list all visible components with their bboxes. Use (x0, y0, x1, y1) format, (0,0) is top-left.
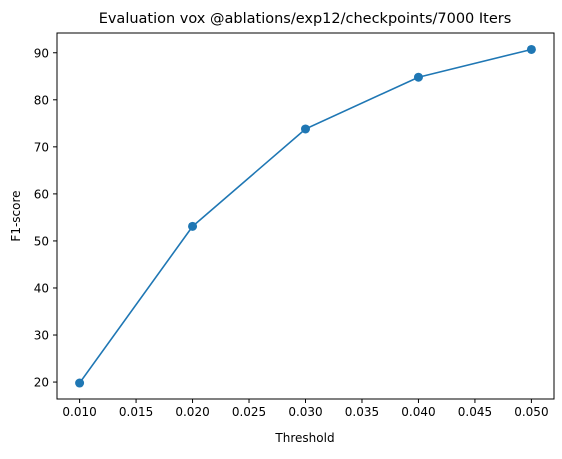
y-tick-label: 40 (34, 281, 49, 295)
y-tick-label: 90 (34, 46, 49, 60)
x-axis: 0.010 0.015 0.020 0.025 0.030 0.035 0.040 0.045… (62, 399, 549, 419)
y-axis-label: F1-score (9, 190, 23, 241)
x-tick-label: 0.040 (401, 405, 435, 419)
series-line (78, 48, 533, 384)
data-point (413, 72, 423, 82)
x-tick-label: 0.030 (288, 405, 322, 419)
x-tick-label: 0.050 (514, 405, 548, 419)
data-point (301, 124, 310, 134)
y-tick-label: 50 (34, 234, 49, 248)
y-tick-label: 70 (34, 140, 49, 154)
data-point (526, 44, 536, 54)
x-tick-label: 0.015 (119, 405, 153, 419)
y-axis: 20 30 40 50 60 70 80 90 (34, 46, 57, 390)
x-tick-label: 0.020 (175, 405, 209, 419)
data-point (75, 378, 85, 388)
data-point (188, 221, 198, 231)
y-tick-label: 30 (34, 329, 49, 343)
plot-frame (56, 32, 555, 400)
y-tick-label: 80 (34, 93, 49, 107)
x-axis-label: Threshold (274, 431, 334, 445)
chart-title: Evaluation vox @ablations/exp12/checkpoi… (99, 11, 512, 27)
y-tick-label: 20 (34, 376, 49, 390)
x-tick-label: 0.045 (458, 405, 492, 419)
plot-area (75, 44, 536, 388)
x-tick-label: 0.035 (345, 405, 379, 419)
y-tick-label: 60 (34, 187, 49, 201)
x-tick-label: 0.025 (232, 405, 266, 419)
x-tick-label: 0.010 (62, 405, 96, 419)
